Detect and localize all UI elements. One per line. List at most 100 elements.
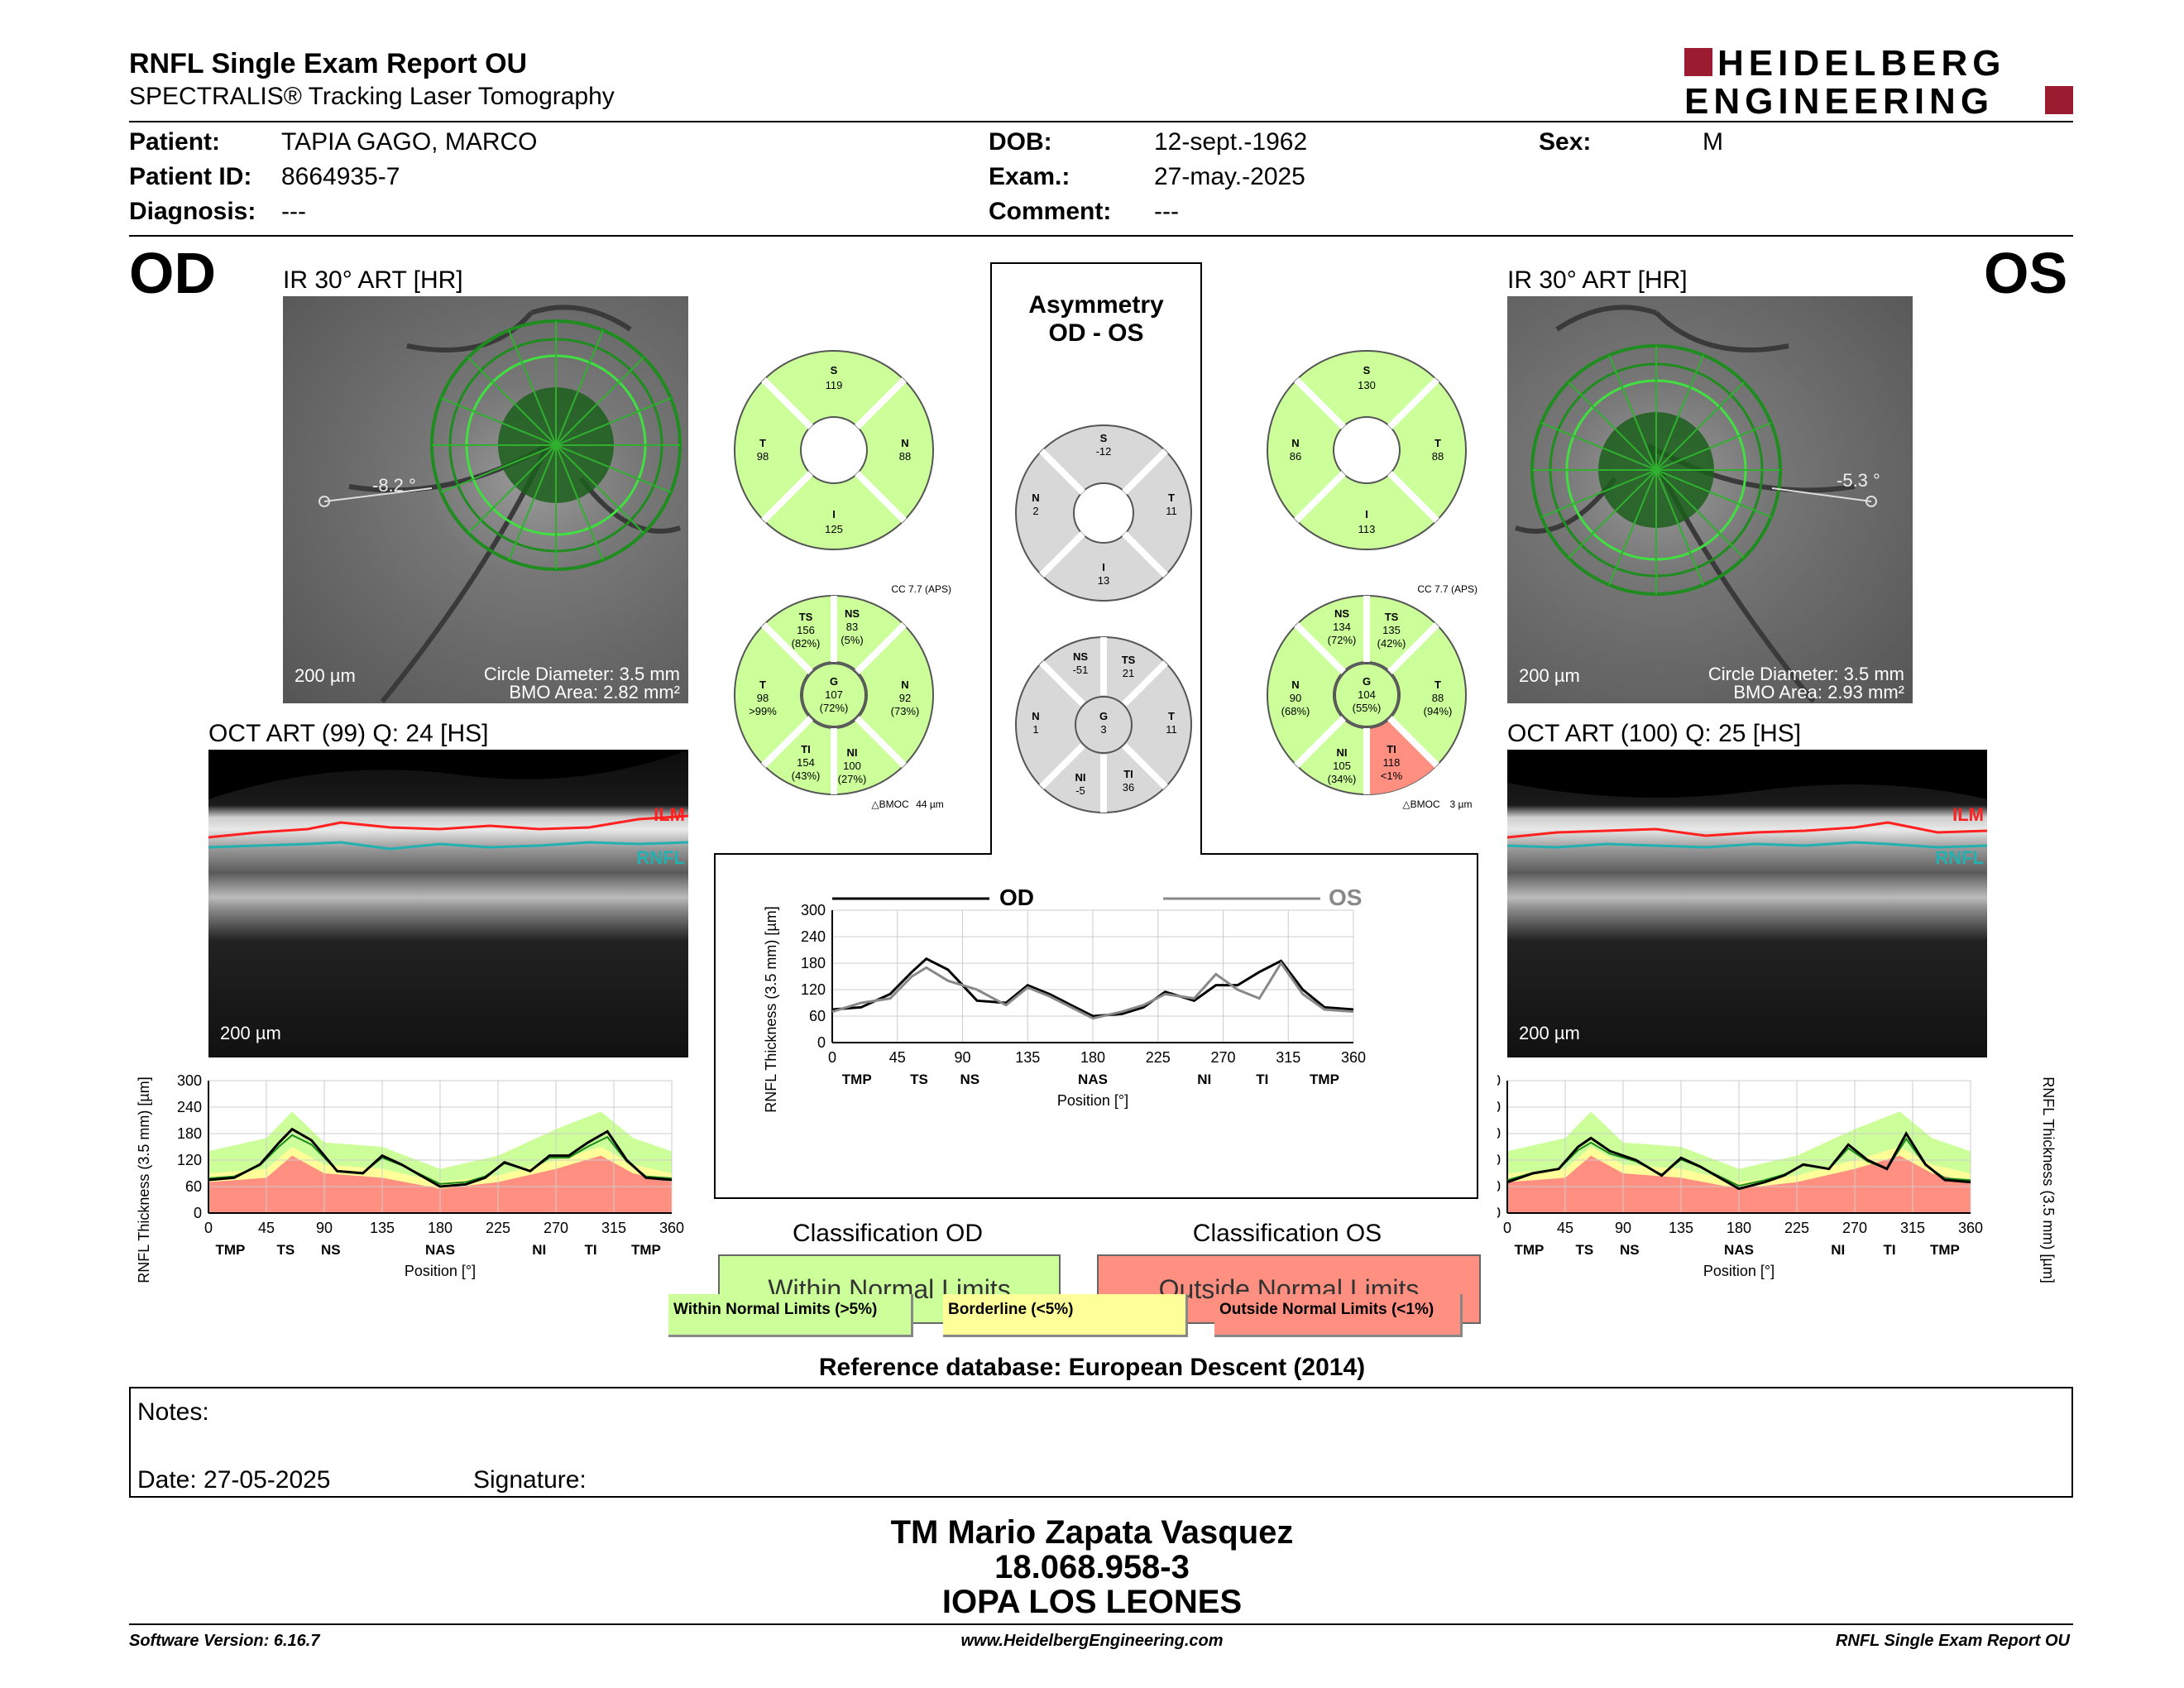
legend-wnl: Within Normal Limits (>5%): [668, 1294, 913, 1337]
x-axis-label: Position [°]: [405, 1263, 476, 1279]
svg-text:1: 1: [1032, 723, 1038, 736]
svg-text:11: 11: [1166, 505, 1177, 517]
y-tick-label: 120: [801, 981, 826, 998]
os-label: OS: [1984, 241, 2068, 305]
svg-text:3 µm: 3 µm: [1450, 798, 1473, 810]
x-tick-label: 360: [659, 1220, 684, 1236]
svg-text:NI: NI: [1337, 746, 1348, 759]
svg-text:154: 154: [797, 756, 815, 769]
svg-text:88: 88: [899, 450, 911, 463]
svg-text:100: 100: [843, 760, 861, 772]
od-fundus-image: -8.2 ° 200 µm Circle Diameter: 3.5 mm BM…: [283, 296, 688, 703]
x-tick-label: 90: [1615, 1220, 1631, 1236]
svg-text:90: 90: [1290, 692, 1301, 704]
legend-od-label: OD: [999, 885, 1034, 910]
exam-value: 27-may.-2025: [1154, 163, 1305, 190]
x-tick-label: 225: [1784, 1220, 1809, 1236]
sector-label: TI: [1883, 1242, 1895, 1258]
svg-text:107: 107: [825, 688, 843, 701]
svg-text:(94%): (94%): [1424, 705, 1453, 717]
sector-label: TMP: [1930, 1242, 1960, 1258]
sector-label: NAS: [1078, 1072, 1108, 1087]
series-line-od: [831, 957, 1354, 1018]
y-tick-label: 300: [177, 1072, 202, 1089]
od-circle-diameter: Circle Diameter: 3.5 mm: [483, 664, 680, 684]
y-tick-label: 0: [1497, 1205, 1501, 1221]
y-tick-label: 60: [1497, 1178, 1501, 1195]
svg-text:△BMOC: △BMOC: [1402, 798, 1440, 810]
os-fundus-image: -5.3 ° 200 µm Circle Diameter: 3.5 mm BM…: [1507, 296, 1913, 703]
y-axis-label: RNFL Thickness (3.5 mm) [µm]: [763, 906, 779, 1112]
x-tick-label: 225: [1146, 1049, 1171, 1066]
svg-text:NS: NS: [845, 607, 860, 620]
svg-text:13: 13: [1098, 574, 1109, 587]
x-tick-label: 90: [316, 1220, 333, 1236]
svg-text:88: 88: [1432, 692, 1444, 704]
os-ir-title: IR 30° ART [HR]: [1507, 266, 1688, 294]
patient-id: 8664935-7: [281, 163, 400, 190]
svg-text:(34%): (34%): [1328, 773, 1357, 785]
svg-text:T: T: [1168, 492, 1175, 504]
svg-text:T: T: [1168, 710, 1175, 722]
os-ir-scale: 200 µm: [1519, 665, 1580, 686]
svg-text:118: 118: [1383, 756, 1401, 769]
y-tick-label: 0: [817, 1034, 826, 1051]
svg-text:T: T: [759, 679, 766, 691]
os-rnfl-label: RNFL: [1935, 847, 1984, 868]
y-tick-label: 120: [1497, 1152, 1501, 1168]
od-angle: -8.2 °: [372, 475, 416, 496]
x-tick-label: 135: [1669, 1220, 1693, 1236]
svg-text:I: I: [1102, 561, 1105, 573]
sector-label: TMP: [1514, 1242, 1544, 1258]
x-tick-label: 0: [828, 1049, 836, 1066]
sector-label: NI: [1197, 1072, 1211, 1087]
website-link[interactable]: www.HeidelbergEngineering.com: [960, 1632, 1224, 1650]
od-quadrant-chart: [734, 350, 934, 550]
report-subtitle: SPECTRALIS® Tracking Laser Tomography: [129, 83, 615, 110]
svg-text:I: I: [1365, 508, 1368, 520]
svg-text:NS: NS: [1073, 650, 1088, 663]
normative-mean-line: [208, 1134, 673, 1185]
asymmetry-frame: [714, 262, 1478, 1199]
y-tick-label: 180: [1497, 1125, 1501, 1142]
svg-text:-12: -12: [1096, 445, 1112, 458]
dob-label: DOB:: [989, 128, 1052, 156]
svg-text:-51: -51: [1073, 664, 1089, 676]
os-oct-title: OCT ART (100) Q: 25 [HS]: [1507, 720, 1802, 747]
os-ilm-label: ILM: [1952, 804, 1984, 825]
svg-text:113: 113: [1358, 523, 1376, 535]
legend-onl: Outside Normal Limits (<1%): [1214, 1294, 1463, 1337]
od-ir-title: IR 30° ART [HR]: [283, 266, 463, 294]
footer-report-name: RNFL Single Exam Report OU: [1835, 1632, 2070, 1650]
svg-text:N: N: [1032, 492, 1039, 504]
comment-value: ---: [1154, 198, 1179, 225]
sector-label: NAS: [1724, 1242, 1754, 1258]
y-tick-label: 180: [801, 955, 826, 971]
x-tick-label: 180: [1727, 1220, 1751, 1236]
sector-label: NS: [321, 1242, 341, 1258]
svg-text:<1%: <1%: [1381, 770, 1403, 782]
svg-text:N: N: [901, 437, 908, 449]
svg-text:T: T: [1434, 679, 1441, 691]
svg-text:△BMOC: △BMOC: [871, 798, 909, 810]
svg-text:(43%): (43%): [792, 770, 821, 782]
svg-text:(73%): (73%): [891, 705, 920, 717]
x-tick-label: 0: [204, 1220, 213, 1236]
svg-text:130: 130: [1358, 379, 1376, 391]
software-version: Software Version: 6.16.7: [129, 1632, 320, 1650]
svg-text:S: S: [1100, 432, 1108, 444]
svg-text:N: N: [1032, 710, 1039, 722]
od-oct-image: ILM RNFL 200 µm: [208, 750, 688, 1057]
svg-text:(68%): (68%): [1281, 705, 1310, 717]
od-ilm-label: ILM: [654, 804, 685, 825]
sex-value: M: [1703, 128, 1723, 156]
sector-label: TMP: [215, 1242, 245, 1258]
sector-label: TI: [1256, 1072, 1268, 1087]
os-oct-image: ILM RNFL 200 µm: [1507, 750, 1987, 1057]
x-tick-label: 180: [428, 1220, 453, 1236]
os-quadrant-chart: [1267, 350, 1467, 550]
svg-text:21: 21: [1123, 667, 1134, 679]
svg-text:119: 119: [826, 379, 843, 391]
